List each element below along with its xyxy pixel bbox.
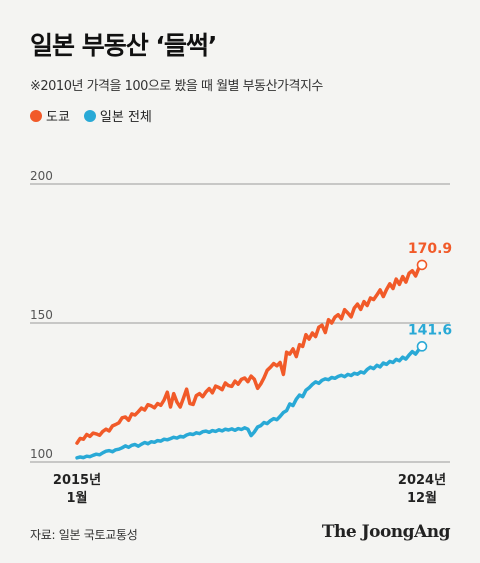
legend-label-tokyo: 도쿄 (46, 110, 70, 125)
source-note: 자료: 일본 국토교통성 (30, 528, 138, 542)
end-point-japan (416, 341, 428, 352)
legend: 도쿄 일본 전체 (30, 106, 166, 125)
y-tick-label-150: 150 (30, 308, 53, 322)
page-title: 일본 부동산 ‘들썩’ (30, 31, 217, 60)
legend-item-tokyo: 도쿄 (30, 106, 70, 125)
end-value-label-tokyo: 170.9 (408, 241, 452, 257)
end-value-label-japan: 141.6 (408, 322, 452, 338)
series-line-japan (75, 344, 424, 460)
y-tick-label-100: 100 (30, 447, 53, 461)
legend-label-japan: 일본 전체 (99, 110, 152, 125)
chart-subtitle: ※2010년 가격을 100으로 봤을 때 월별 부동산가격지수 (30, 79, 323, 94)
x-tick-label-end-line-1: 2024년 (398, 473, 446, 488)
series-line-tokyo (75, 263, 424, 445)
brand-logo: The JoongAng (321, 522, 451, 542)
legend-item-japan: 일본 전체 (83, 106, 152, 125)
end-point-tokyo (416, 259, 428, 271)
legend-swatch-japan (83, 109, 96, 122)
y-tick-label-200: 200 (30, 169, 53, 183)
x-tick-label-start-line-1: 2015년 (53, 473, 101, 488)
legend-swatch-tokyo (30, 109, 42, 122)
x-tick-label-end-line-2: 12월 (407, 490, 437, 506)
x-tick-label-start-line-2: 1월 (66, 490, 87, 506)
